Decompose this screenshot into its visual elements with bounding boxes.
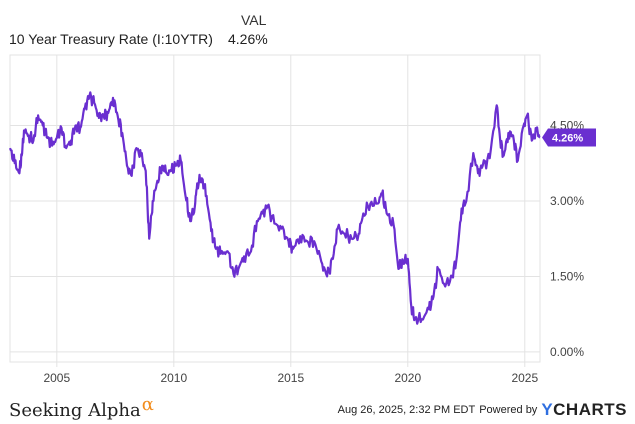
- series-line[interactable]: [8, 91, 541, 325]
- last-value-tag: 4.26%: [542, 128, 596, 147]
- x-tick-label: 2020: [394, 371, 421, 385]
- y-tick-label: 1.50%: [550, 269, 584, 283]
- last-value-tag-shape: [542, 128, 596, 147]
- legend: VAL 10 Year Treasury Rate (I:10YTR) 4.26…: [0, 0, 635, 50]
- logo-text: Seeking Alpha: [9, 400, 141, 421]
- y-tick-label: 0.00%: [550, 345, 584, 359]
- x-tick-label: 2015: [277, 371, 304, 385]
- ycharts-logo[interactable]: YCHARTS: [541, 400, 627, 420]
- footer-attribution: Aug 26, 2025, 2:32 PM EDT Powered by YCH…: [338, 400, 627, 420]
- y-tick-label: 3.00%: [550, 194, 584, 208]
- alpha-icon: α: [141, 394, 154, 415]
- plot-frame: [9, 54, 541, 363]
- powered-by-text: Powered by: [479, 404, 538, 416]
- seeking-alpha-logo[interactable]: Seeking Alphaα: [9, 394, 154, 421]
- y-axis-tick-labels: 0.00%1.50%3.00%4.50%: [550, 118, 584, 358]
- timestamp: Aug 26, 2025, 2:32 PM EDT: [337, 404, 476, 416]
- x-tick-label: 2010: [160, 371, 187, 385]
- legend-series-value: 4.26%: [228, 31, 268, 47]
- legend-value-header: VAL: [241, 12, 267, 28]
- ycharts-logo-text: CHARTS: [553, 400, 627, 419]
- legend-series-name[interactable]: 10 Year Treasury Rate (I:10YTR): [9, 31, 213, 47]
- ycharts-y-icon: Y: [541, 400, 554, 419]
- x-axis-tick-labels: 2005 2010 2015 2020 2025: [43, 371, 538, 385]
- grid-lines: [9, 54, 541, 367]
- x-tick-label: 2025: [511, 371, 538, 385]
- x-tick-label: 2005: [43, 371, 70, 385]
- last-value-tag-text: 4.26%: [552, 133, 583, 145]
